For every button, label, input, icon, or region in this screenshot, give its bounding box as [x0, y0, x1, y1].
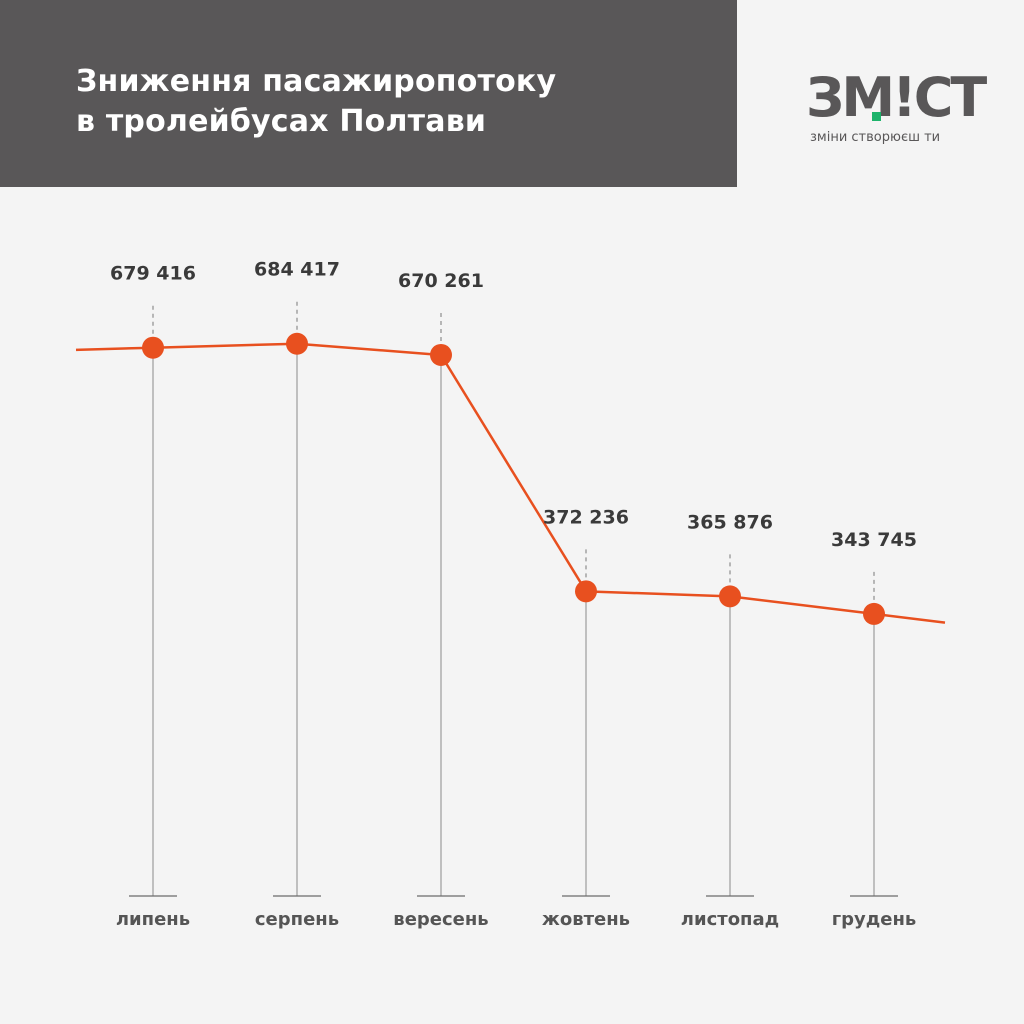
- chart-title: Зниження пасажиропотоку в тролейбусах По…: [76, 62, 556, 142]
- data-label: 670 261: [398, 270, 484, 292]
- chart-title-line-1: Зниження пасажиропотоку: [76, 64, 557, 99]
- category-label: вересень: [393, 909, 488, 930]
- category-label: листопад: [681, 909, 779, 930]
- data-point: [863, 602, 885, 625]
- data-point: [575, 580, 597, 603]
- series-line: [75, 342, 946, 624]
- data-point: [430, 343, 452, 366]
- header-banner: Зниження пасажиропотоку в тролейбусах По…: [0, 0, 737, 187]
- logo-mark-right: СТ: [913, 66, 987, 129]
- data-label: 365 876: [687, 511, 773, 533]
- data-point: [286, 332, 308, 355]
- data-label: 372 236: [543, 506, 629, 528]
- data-label: 679 416: [110, 263, 196, 285]
- logo-tagline: зміни створюєш ти: [810, 130, 941, 145]
- data-label: 684 417: [254, 259, 340, 281]
- chart-title-line-2: в тролейбусах Полтави: [76, 104, 487, 139]
- logo: ЗМ!СТ зміни створюєш ти: [806, 68, 987, 148]
- logo-accent-dot: [872, 112, 881, 121]
- data-point: [142, 336, 164, 359]
- logo-mark-bang: !: [892, 66, 917, 129]
- category-label: грудень: [832, 909, 917, 930]
- category-label: серпень: [255, 909, 339, 930]
- category-label: липень: [116, 909, 190, 930]
- category-label: жовтень: [542, 909, 630, 930]
- data-point: [719, 585, 741, 608]
- data-label: 343 745: [831, 529, 917, 551]
- logo-mark: ЗМ!СТ: [806, 66, 987, 129]
